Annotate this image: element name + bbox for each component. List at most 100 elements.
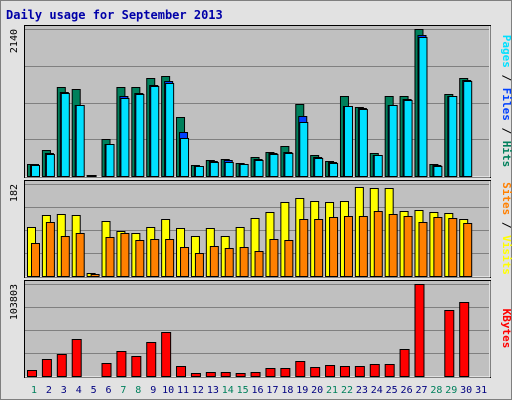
bar-kbytes bbox=[354, 366, 365, 377]
bar-sites bbox=[135, 240, 145, 277]
day-label: 13 bbox=[207, 385, 219, 396]
bar-kbytes bbox=[101, 363, 112, 377]
legend-item: / bbox=[500, 215, 512, 235]
bar-sites bbox=[60, 236, 70, 277]
legend-item: Sites bbox=[500, 182, 512, 215]
bar-kbytes bbox=[369, 364, 380, 377]
day-label: 3 bbox=[61, 385, 67, 396]
day-label: 26 bbox=[401, 385, 413, 396]
hits-files-pages-panel: 2140 Pages / Files / Hits bbox=[9, 25, 512, 178]
bar-kbytes bbox=[414, 284, 425, 377]
bar-sites bbox=[329, 217, 339, 277]
bar-sites bbox=[31, 243, 40, 277]
bar-kbytes bbox=[339, 366, 350, 377]
bar-sites bbox=[343, 216, 353, 277]
day-label: 5 bbox=[91, 385, 97, 396]
bar-sites bbox=[180, 247, 190, 277]
day-label: 27 bbox=[415, 385, 427, 396]
bar-sites bbox=[105, 237, 115, 277]
day-label: 22 bbox=[341, 385, 353, 396]
bar-kbytes bbox=[444, 310, 455, 377]
bar-sites bbox=[358, 216, 368, 277]
day-label: 17 bbox=[266, 385, 278, 396]
y-max-label: 182 bbox=[9, 184, 20, 202]
bar-pages bbox=[180, 138, 190, 177]
bar-kbytes bbox=[235, 373, 246, 377]
bar-sites bbox=[463, 223, 473, 277]
bar-sites bbox=[373, 211, 383, 277]
bar-pages bbox=[299, 122, 309, 177]
kbytes-panel: 103803 KBytes bbox=[9, 280, 512, 378]
bar-sites bbox=[254, 251, 264, 277]
bar-kbytes bbox=[205, 372, 216, 377]
bar-kbytes bbox=[190, 373, 201, 377]
bar-kbytes bbox=[161, 332, 172, 377]
bar-kbytes bbox=[41, 359, 52, 377]
bar-pages bbox=[284, 153, 294, 177]
day-label: 16 bbox=[252, 385, 264, 396]
day-label: 25 bbox=[386, 385, 398, 396]
chart-title: Daily usage for September 2013 bbox=[6, 8, 223, 22]
bar-pages bbox=[224, 162, 234, 177]
bar-kbytes bbox=[280, 368, 291, 377]
day-label: 15 bbox=[237, 385, 249, 396]
day-label: 21 bbox=[326, 385, 338, 396]
bar-kbytes bbox=[56, 354, 67, 377]
day-axis: 1 2 3 4 5 6 7 8 9 10 11 12 13 14 15 16 17 18 19 20 21 22 23 24 2… bbox=[31, 385, 487, 396]
legend-item: / bbox=[500, 121, 512, 141]
bar-sites bbox=[45, 222, 55, 277]
bar-kbytes bbox=[71, 339, 82, 377]
bar-sites bbox=[120, 233, 130, 277]
bar-sites bbox=[269, 239, 279, 277]
bar-kbytes bbox=[131, 356, 142, 377]
day-label: 11 bbox=[177, 385, 189, 396]
bar-sites bbox=[314, 219, 324, 277]
bar-sites bbox=[239, 247, 249, 277]
legend-item: Pages bbox=[500, 35, 512, 68]
bar-pages bbox=[165, 83, 175, 177]
bar-pages bbox=[75, 105, 85, 177]
day-label: 14 bbox=[222, 385, 234, 396]
bar-pages bbox=[120, 98, 130, 177]
bar-pages bbox=[358, 109, 368, 177]
bar-pages bbox=[239, 164, 249, 177]
bar-pages bbox=[329, 163, 339, 177]
day-label: 18 bbox=[281, 385, 293, 396]
bar-pages bbox=[194, 166, 204, 177]
bar-pages bbox=[314, 158, 324, 177]
bar-pages bbox=[254, 160, 264, 177]
bar-pages bbox=[31, 165, 40, 177]
day-label: 9 bbox=[150, 385, 156, 396]
bar-pages bbox=[209, 162, 219, 177]
panel-legend: Sites / Visits bbox=[500, 182, 512, 275]
bar-pages bbox=[373, 155, 383, 177]
legend-item: / bbox=[500, 68, 512, 88]
panel-legend: KBytes bbox=[500, 309, 512, 349]
bar-pages bbox=[433, 166, 443, 177]
bar-sites bbox=[418, 222, 428, 277]
day-label: 20 bbox=[311, 385, 323, 396]
bar-pages bbox=[150, 86, 160, 177]
bar-kbytes bbox=[399, 349, 410, 377]
bar-kbytes bbox=[459, 302, 470, 377]
bar-sites bbox=[165, 239, 175, 277]
bar-sites bbox=[433, 217, 443, 277]
visits-sites-panel: 182 Sites / Visits bbox=[9, 180, 512, 278]
bar-sites bbox=[224, 248, 234, 277]
bar-sites bbox=[194, 253, 204, 277]
bar-sites bbox=[90, 274, 100, 277]
bar-kbytes bbox=[250, 372, 261, 377]
day-label: 8 bbox=[135, 385, 141, 396]
bar-sites bbox=[150, 239, 160, 277]
bar-pages bbox=[403, 100, 413, 177]
bar-pages bbox=[448, 96, 458, 177]
bar-kbytes bbox=[265, 368, 276, 377]
day-label: 19 bbox=[296, 385, 308, 396]
bar-kbytes bbox=[310, 367, 321, 377]
bar-pages bbox=[269, 154, 279, 177]
bar-kbytes bbox=[146, 342, 157, 377]
legend-item: Hits bbox=[500, 141, 512, 168]
y-max-label: 2140 bbox=[9, 29, 20, 53]
legend-item: Visits bbox=[500, 235, 512, 275]
legend-item: Files bbox=[500, 88, 512, 121]
